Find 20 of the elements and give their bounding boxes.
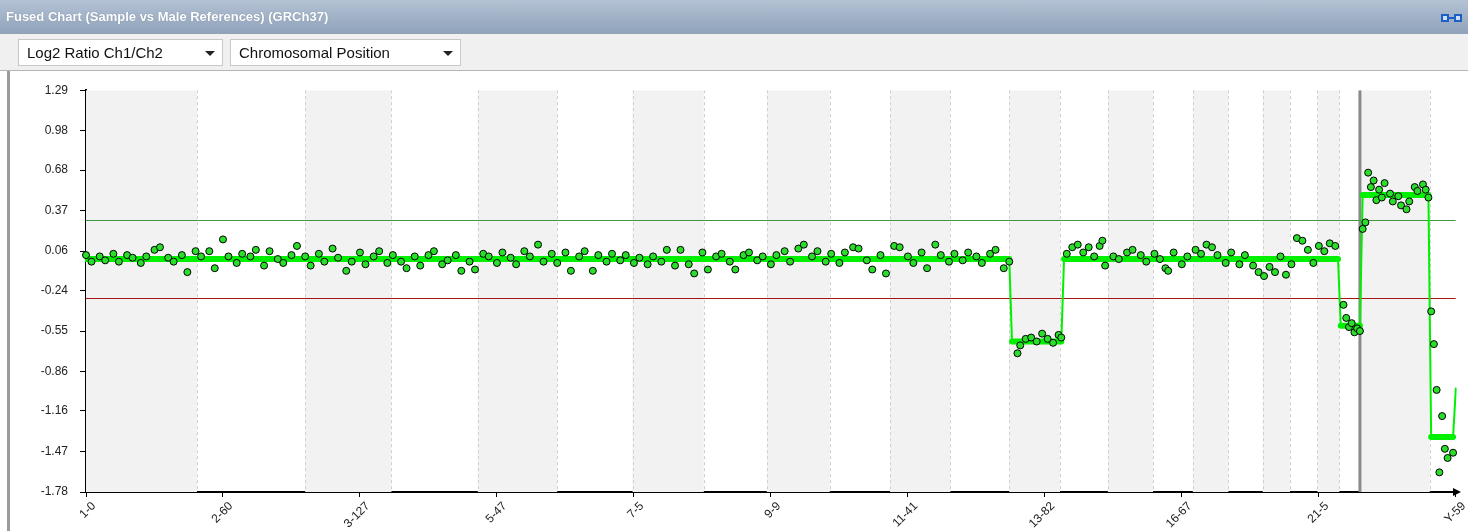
y-tick-label: 0.06: [44, 243, 69, 258]
y-tick-label: -1.78: [40, 484, 69, 499]
y-tick-label: 0.98: [44, 123, 69, 138]
y-tick-label: 0.68: [44, 162, 69, 177]
y-tick-label: -0.55: [40, 323, 69, 338]
y-tick-label: 1.29: [44, 82, 69, 97]
chart-title: Fused Chart (Sample vs Male References) (GRCh37): [6, 9, 329, 24]
x-tick-label: 1-0: [76, 498, 99, 521]
y-tick-label: -1.16: [40, 403, 69, 418]
x-axis-title: Chromosomal Position: [239, 44, 390, 61]
x-tick-label: 9-9: [761, 498, 784, 521]
y-tick-label: 0.37: [44, 202, 69, 217]
y-axis-title: Log2 Ratio Ch1/Ch2: [27, 44, 163, 61]
x-tick-label: 7-5: [624, 498, 647, 521]
dropdown[interactable]: Chromosomal Position: [230, 39, 461, 66]
y-tick-label: -0.86: [40, 363, 69, 378]
y-tick-label: -0.24: [40, 282, 69, 297]
dropdown[interactable]: Log2 Ratio Ch1/Ch2: [18, 39, 223, 66]
y-tick-label: -1.47: [40, 443, 69, 458]
x-tick-label: Y-59: [1441, 498, 1468, 526]
